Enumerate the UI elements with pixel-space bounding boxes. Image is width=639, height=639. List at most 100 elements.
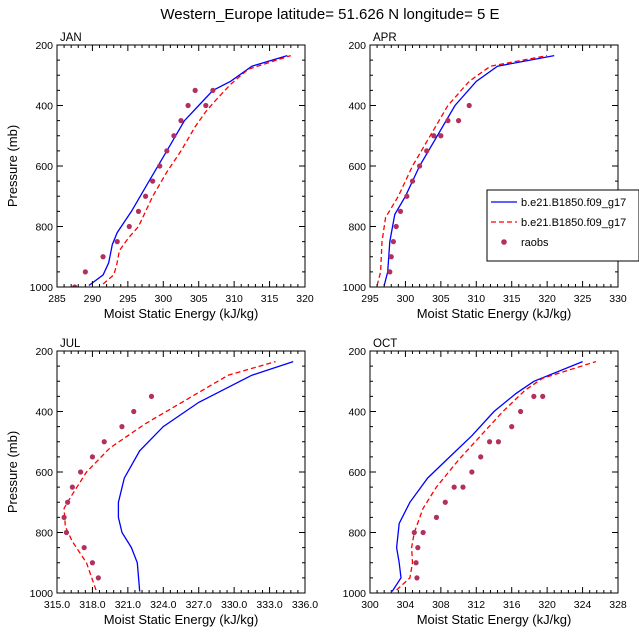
series-line-dashed bbox=[102, 54, 291, 285]
panel-jul: 315.0 318.0 321.0 324.0 327.0 330.0 333.0 336.0… bbox=[5, 338, 318, 627]
y-tick-label: 600 bbox=[348, 467, 366, 479]
raobs-point bbox=[438, 133, 444, 139]
x-tick-label: 333.0 bbox=[256, 599, 282, 611]
raobs-point bbox=[397, 208, 404, 214]
raobs-point bbox=[469, 469, 475, 475]
raobs-point bbox=[404, 193, 410, 199]
panel-label: JUL bbox=[60, 338, 81, 350]
legend: b.e21.B1850.f09_g17 b.e21.B1850.f09_g17ra… bbox=[486, 189, 639, 262]
raobs-point bbox=[387, 269, 393, 275]
raobs-point bbox=[69, 484, 75, 490]
raobs-point bbox=[100, 254, 106, 260]
raobs-point bbox=[388, 254, 394, 260]
y-tick-label: 800 bbox=[348, 222, 366, 234]
raobs-point bbox=[540, 393, 546, 399]
y-tick-label: 400 bbox=[35, 407, 53, 419]
raobs-point bbox=[445, 118, 451, 124]
raobs-point bbox=[409, 178, 416, 184]
raobs-point bbox=[451, 484, 457, 490]
raobs-point bbox=[486, 439, 493, 445]
raobs-point bbox=[101, 439, 107, 445]
raobs-point bbox=[131, 408, 137, 415]
raobs-point bbox=[433, 514, 440, 520]
x-axis-label: Moist Static Energy (kJ/kg) bbox=[104, 306, 259, 321]
raobs-point bbox=[509, 424, 515, 430]
raobs-point bbox=[61, 514, 67, 520]
raobs-point bbox=[63, 529, 70, 536]
panel-apr: 295 300 305 310 315 320 325 330 200 400 600 800 1000… bbox=[343, 32, 627, 321]
y-axis-label: Pressure (mb) bbox=[5, 431, 20, 513]
x-tick-label: 328 bbox=[609, 599, 627, 611]
x-tick-label: 300 bbox=[155, 293, 173, 305]
x-tick-label: 310 bbox=[468, 293, 486, 305]
raobs-point bbox=[466, 102, 472, 109]
x-axis-label: Moist Static Energy (kJ/kg) bbox=[417, 306, 572, 321]
raobs-point bbox=[126, 223, 132, 230]
series-group bbox=[376, 54, 555, 286]
y-tick-label: 200 bbox=[348, 40, 366, 52]
x-tick-label: 310 bbox=[225, 293, 243, 305]
raobs-point bbox=[460, 484, 466, 490]
x-tick-label: 304 bbox=[397, 599, 415, 611]
raobs-point bbox=[431, 133, 437, 139]
figure-title: Western_Europe latitude= 51.626 N longit… bbox=[160, 6, 499, 23]
y-tick-label: 800 bbox=[348, 528, 366, 540]
x-tick-label: 300 bbox=[361, 599, 379, 611]
raobs-point bbox=[185, 102, 191, 109]
raobs-point bbox=[413, 560, 419, 566]
y-tick-label: 600 bbox=[348, 161, 366, 173]
x-tick-label: 305 bbox=[432, 293, 450, 305]
series-line-dashed bbox=[376, 54, 548, 286]
raobs-point bbox=[89, 560, 96, 566]
raobs-point bbox=[178, 118, 184, 124]
x-axis-label: Moist Static Energy (kJ/kg) bbox=[104, 612, 259, 627]
raobs-point bbox=[414, 575, 420, 581]
raobs-point bbox=[203, 102, 209, 109]
x-tick-label: 320 bbox=[296, 293, 314, 305]
plot-frame bbox=[369, 350, 619, 594]
x-tick-label: 320 bbox=[538, 293, 556, 305]
y-tick-label: 200 bbox=[35, 40, 53, 52]
series-group bbox=[61, 360, 294, 592]
panels: 285 290 295 300 305 310 315 320 200 400 600 800 1000… bbox=[5, 32, 627, 627]
raobs-point bbox=[478, 454, 484, 460]
x-tick-label: 324 bbox=[574, 599, 592, 611]
plot-frame bbox=[56, 44, 306, 288]
raobs-point bbox=[82, 269, 88, 275]
y-tick-label: 400 bbox=[348, 407, 366, 419]
x-tick-label: 295 bbox=[361, 293, 379, 305]
x-tick-label: 295 bbox=[119, 293, 137, 305]
raobs-point bbox=[424, 148, 430, 154]
raobs-point bbox=[192, 87, 198, 93]
raobs-point bbox=[164, 148, 170, 154]
raobs-point bbox=[411, 529, 417, 536]
raobs-point bbox=[72, 284, 78, 287]
raobs-point bbox=[442, 499, 448, 505]
y-tick-label: 1000 bbox=[30, 282, 54, 294]
raobs-point bbox=[119, 424, 125, 430]
x-tick-label: 330.0 bbox=[221, 599, 247, 611]
raobs-point bbox=[150, 178, 156, 184]
y-tick-label: 800 bbox=[35, 222, 53, 234]
legend-label: b.e21.B1850.f09_g17 bbox=[521, 197, 626, 209]
plot-frame bbox=[56, 350, 306, 594]
y-tick-label: 600 bbox=[35, 467, 53, 479]
raobs-point bbox=[78, 469, 84, 475]
raobs-point bbox=[135, 208, 142, 214]
raobs-point bbox=[393, 223, 399, 230]
x-tick-label: 325 bbox=[574, 293, 592, 305]
panel-label: OCT bbox=[373, 338, 397, 350]
raobs-point bbox=[517, 408, 524, 415]
y-tick-label: 600 bbox=[35, 161, 53, 173]
x-tick-label: 290 bbox=[84, 293, 102, 305]
panel-label: APR bbox=[373, 32, 397, 44]
raobs-point bbox=[81, 545, 87, 551]
x-tick-label: 324.0 bbox=[150, 599, 176, 611]
x-tick-label: 285 bbox=[48, 293, 66, 305]
series-group bbox=[72, 54, 291, 287]
series-line-dashed bbox=[63, 360, 276, 591]
legend-label: b.e21.B1850.f09_g17 bbox=[521, 217, 626, 229]
raobs-point bbox=[171, 133, 177, 139]
raobs-point bbox=[420, 529, 426, 536]
